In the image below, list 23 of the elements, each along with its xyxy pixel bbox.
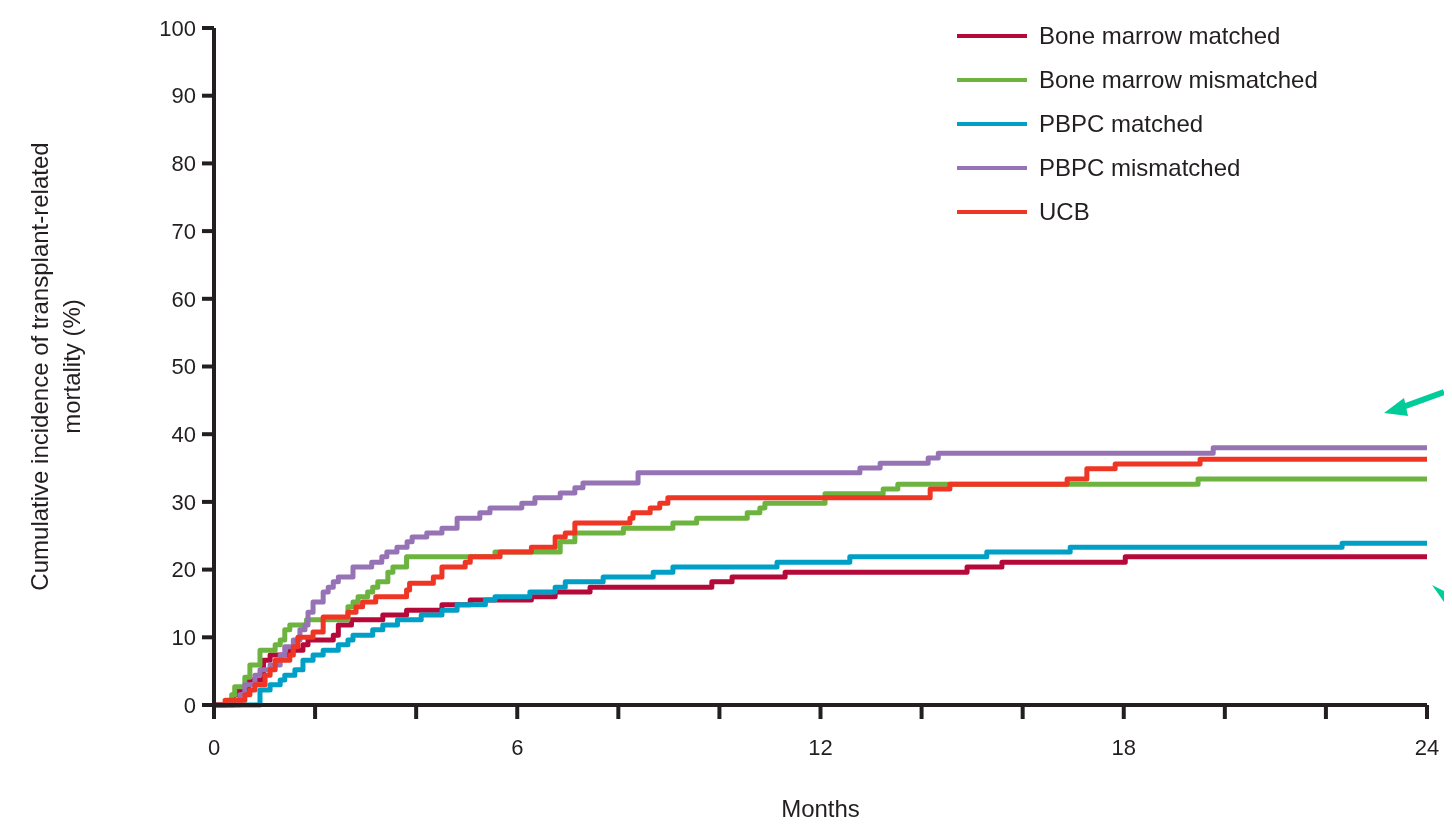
- y-tick-label: 30: [171, 489, 196, 515]
- x-tick-label: 12: [808, 735, 833, 760]
- y-tick-label: 20: [171, 557, 196, 583]
- y-tick-label: 70: [171, 218, 196, 244]
- legend-label: Bone marrow matched: [1039, 22, 1281, 50]
- legend-label: Bone marrow mismatched: [1039, 66, 1318, 94]
- x-tick-label: 18: [1111, 735, 1136, 760]
- y-tick-label: 0: [183, 692, 196, 718]
- legend-label: PBPC mismatched: [1039, 154, 1241, 182]
- y-tick-label: 50: [171, 354, 196, 380]
- x-tick-label: 24: [1414, 735, 1440, 760]
- legend-label: PBPC matched: [1039, 110, 1204, 138]
- x-tick-label: 0: [207, 735, 221, 760]
- legend-label: UCB: [1039, 198, 1090, 226]
- y-tick-label: 100: [159, 15, 196, 41]
- x-tick-label: 6: [511, 735, 524, 760]
- y-tick-label: 90: [171, 83, 196, 109]
- y-tick-label: 40: [171, 421, 196, 447]
- y-axis-title: Cumulative incidence of transplant-related mortality (%): [26, 142, 85, 591]
- y-tick-label: 10: [171, 625, 196, 650]
- x-axis-title: Months: [781, 795, 860, 822]
- y-tick-label: 60: [171, 286, 196, 312]
- y-tick-label: 80: [171, 151, 196, 177]
